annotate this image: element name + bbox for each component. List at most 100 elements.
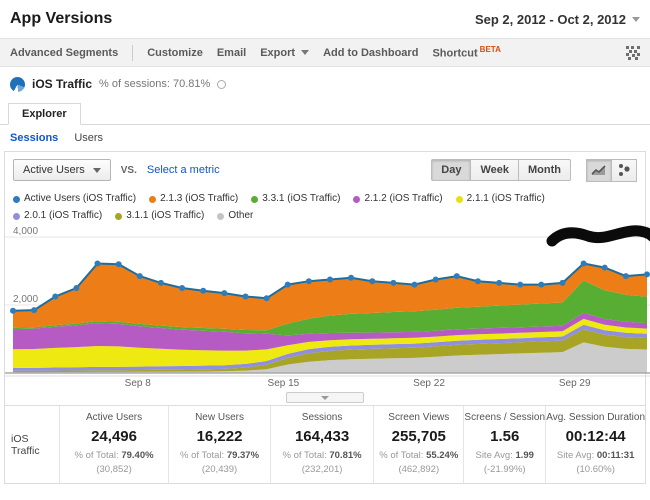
tab-explorer[interactable]: Explorer [8,103,81,125]
data-point[interactable] [73,285,80,291]
granularity-week-button[interactable]: Week [470,159,520,181]
stat-avg-session-duration[interactable]: Avg. Session Duration 00:12:44 Site Avg:… [546,412,646,475]
legend-dot [455,195,463,203]
area-2.1.1 (iOS Traffic) [13,318,647,368]
date-range-selector[interactable]: Sep 2, 2012 - Oct 2, 2012 [475,12,640,27]
data-point[interactable] [348,274,355,281]
legend-item[interactable]: 2.1.2 (iOS Traffic) [353,192,443,206]
data-point[interactable] [644,271,650,278]
subnav-sessions[interactable]: Sessions [10,132,59,144]
advanced-segments-button[interactable]: Advanced Segments [10,46,119,59]
data-point[interactable] [52,293,59,300]
motion-chart-icon [619,164,630,176]
line-chart-icon [591,165,606,175]
data-point[interactable] [580,260,587,267]
data-point[interactable] [327,276,333,283]
legend-item[interactable]: 3.1.1 (iOS Traffic) [115,209,204,223]
select-metric-link[interactable]: Select a metric [146,164,220,176]
chevron-down-icon [632,16,640,22]
subnav-users[interactable]: Users [74,132,104,144]
summary-stats-table: iOS Traffic Active Users 24,496 % of Tot… [5,405,645,483]
legend-dot [13,195,20,203]
stats-row-label: iOS Traffic [5,406,60,483]
legend-item[interactable]: 2.0.1 (iOS Traffic) [13,209,102,223]
segment-share: % of sessions: 70.81% [99,78,211,90]
data-point[interactable] [157,279,164,286]
data-point[interactable] [453,273,460,280]
legend-dot [217,212,225,220]
legend-item[interactable]: 2.1.3 (iOS Traffic) [149,192,238,206]
area-2.1.2 (iOS Traffic) [13,312,647,351]
data-point[interactable] [538,281,545,288]
chevron-down-icon [321,395,329,400]
legend-item[interactable]: 3.3.1 (iOS Traffic) [251,192,340,206]
chart-legend: Active Users (iOS Traffic) 2.1.3 (iOS Tr… [5,188,645,225]
line-chart-button[interactable] [586,158,612,182]
x-axis-label: Sep 29 [558,378,591,389]
data-point[interactable] [242,293,249,300]
stat-screens-per-session[interactable]: Screens / Session 1.56 Site Avg: 1.99 (-… [464,406,547,483]
stat-screen-views[interactable]: Screen Views 255,705 % of Total: 55.24% … [374,406,465,483]
metric-dropdown[interactable]: Active Users [13,159,111,181]
data-point[interactable] [474,278,481,285]
legend-dot [353,195,361,203]
data-point[interactable] [263,295,270,302]
report-toolbar: Advanced Segments Customize Email Export… [0,38,650,67]
data-point[interactable] [221,290,228,297]
y-axis-label: 2,000 [13,294,38,305]
data-point[interactable] [622,273,629,280]
legend-item[interactable]: Other [217,209,253,223]
area-3.1.1 (iOS Traffic) [13,329,647,373]
legend-item[interactable]: Active Users (iOS Traffic) [13,192,136,206]
data-point[interactable] [369,278,376,285]
area-Other [13,342,647,373]
stat-new-users[interactable]: New Users 16,222 % of Total: 79.37% (20,… [169,406,271,483]
page-header: App Versions Sep 2, 2012 - Oct 2, 2012 [0,0,650,38]
data-point[interactable] [305,278,312,285]
data-point[interactable] [559,279,566,286]
data-point[interactable] [115,261,122,268]
data-point[interactable] [601,264,608,271]
data-point[interactable] [136,273,143,280]
customize-button[interactable]: Customize [147,46,203,59]
stat-sessions[interactable]: Sessions 164,433 % of Total: 70.81% (232… [271,406,375,483]
chevron-down-icon [301,50,310,56]
granularity-day-button[interactable]: Day [431,159,472,181]
data-point[interactable] [94,260,101,267]
data-point[interactable] [390,279,397,286]
toolbar-divider [132,44,134,61]
collapse-chart-button[interactable] [286,392,364,403]
data-point[interactable] [200,287,207,294]
data-point[interactable] [411,281,418,288]
data-point[interactable] [179,285,186,291]
stacked-area-chart[interactable]: 2,000 4,000 [5,225,650,377]
beta-badge: BETA [479,45,501,55]
data-point[interactable] [284,281,291,288]
area-2.0.1 (iOS Traffic) [13,324,647,371]
area-2.1.3 (iOS Traffic) [13,263,647,331]
info-icon[interactable] [217,79,227,89]
data-point[interactable] [10,307,16,314]
export-menu-button[interactable]: Export [260,47,310,59]
data-point[interactable] [432,276,439,283]
email-button[interactable]: Email [216,46,247,59]
motion-chart-button[interactable] [611,158,637,182]
legend-item[interactable]: 2.1.1 (iOS Traffic) [455,192,545,206]
shortcut-button[interactable]: Shortcut BETA [432,45,501,60]
data-point[interactable] [31,307,38,314]
x-axis-label: Sep 8 [124,378,151,389]
grid-icon[interactable] [626,45,640,60]
x-axis: Sep 8 Sep 15 Sep 22 Sep 29 [5,377,645,392]
granularity-month-button[interactable]: Month [518,159,571,181]
chevron-down-icon [92,167,101,173]
x-axis-label: Sep 15 [267,378,300,389]
data-point[interactable] [517,281,524,288]
metric-controls: Active Users VS. Select a metric Day Wee… [5,152,645,188]
add-to-dashboard-button[interactable]: Add to Dashboard [323,46,419,59]
y-axis-label: 4,000 [13,226,38,237]
x-axis-label: Sep 22 [413,378,445,389]
pie-chart-icon [10,76,25,92]
chart-footer [5,392,645,405]
data-point[interactable] [496,279,503,286]
stat-active-users[interactable]: Active Users 24,496 % of Total: 79.40% (… [60,406,170,483]
